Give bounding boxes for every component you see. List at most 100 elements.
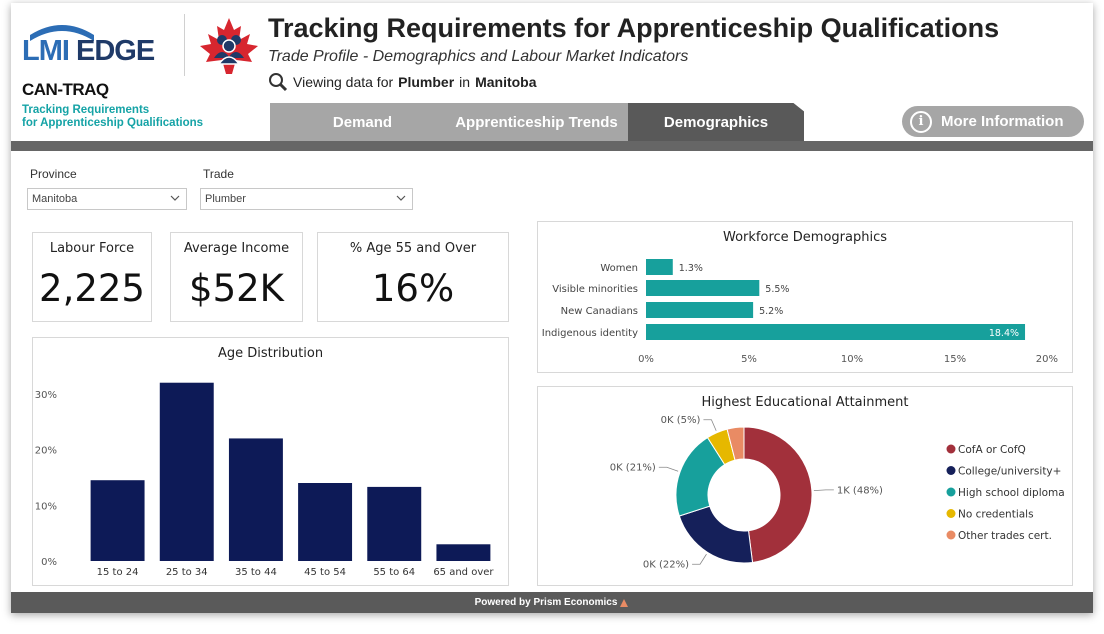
more-information-label: More Information — [941, 113, 1064, 130]
kpi-labour-force: Labour Force 2,225 — [32, 232, 152, 322]
kpi-label: % Age 55 and Over — [349, 241, 477, 256]
cantraq-title: CAN-TRAQ — [22, 80, 109, 99]
bar-25-to-34 — [159, 382, 214, 561]
viewing-context: Viewing data for Plumber in Manitoba — [268, 72, 537, 92]
maple-leaf-people-icon — [198, 16, 260, 76]
education-donut-chart: 1K (48%) 0K (22%) 0K (21%) 0K (5%) CofA or C… — [610, 415, 1065, 571]
age-distribution-card: Age Distribution 0% 10% 20% 30% 15 to 24 25 t… — [32, 337, 509, 586]
x-tick-label: 35 to 44 — [235, 567, 277, 578]
leader-line — [813, 489, 834, 492]
slice-label: 0K (21%) — [610, 463, 656, 474]
header-separator — [11, 141, 1093, 151]
slice-cofa-or-cofq — [743, 426, 813, 564]
province-dropdown[interactable]: Manitoba — [27, 188, 187, 210]
page-subtitle: Trade Profile - Demographics and Labour … — [268, 48, 689, 65]
x-tick-label: 20% — [1036, 354, 1058, 365]
kpi-average-income: Average Income $52K — [170, 232, 303, 322]
bar-65-and-over — [436, 544, 491, 561]
x-tick-label: 65 and over — [433, 567, 494, 578]
footer-bar: Powered by Prism Economics — [11, 592, 1093, 613]
x-tick-label: 15% — [944, 354, 966, 365]
slice-college-university- — [678, 505, 754, 564]
y-tick-label: 30% — [35, 390, 57, 401]
kpi-label: Labour Force — [49, 241, 135, 256]
slice-label: 1K (48%) — [837, 485, 883, 496]
legend-marker — [946, 509, 956, 518]
cantraq-logo: CAN-TRAQ Tracking Requirements for Appre… — [22, 80, 222, 130]
slice-label: 0K (22%) — [643, 560, 689, 571]
tab-demographics[interactable]: Demographics — [628, 103, 804, 141]
leader-line — [658, 466, 679, 472]
tab-apprenticeship-trends[interactable]: Apprenticeship Trends — [445, 103, 628, 141]
age-distribution-chart: 0% 10% 20% 30% 15 to 24 25 to 34 35 to 44 45 to… — [35, 382, 494, 578]
age-chart-title: Age Distribution — [217, 346, 324, 361]
bar-women — [646, 259, 673, 275]
bar-45-to-54 — [298, 483, 353, 561]
workforce-chart-title: Workforce Demographics — [723, 230, 887, 245]
kpi-value: $52K — [189, 267, 284, 310]
x-tick-label: 0% — [638, 354, 654, 365]
category-label: New Canadians — [561, 306, 638, 317]
education-card: Highest Educational Attainment 1K (48%) 0… — [537, 386, 1073, 586]
tab-demand[interactable]: Demand — [270, 103, 455, 141]
kpi-value: 2,225 — [39, 267, 145, 310]
tab-demographics-label: Demographics — [663, 113, 769, 131]
tab-demand-label: Demand — [332, 113, 393, 131]
legend-label: Other trades cert. — [958, 530, 1052, 542]
viewing-in: in — [459, 74, 471, 90]
cantraq-line1: Tracking Requirements — [22, 104, 150, 116]
logo-edge-text: EDGE — [76, 35, 155, 67]
viewing-province: Manitoba — [475, 74, 537, 90]
bar-35-to-44 — [228, 438, 283, 561]
bar-55-to-64 — [367, 486, 422, 561]
bar-15-to-24 — [90, 480, 145, 561]
legend-label: College/university+ — [958, 466, 1061, 478]
slice-other-trades-cert- — [726, 426, 745, 461]
leader-line — [703, 419, 717, 431]
trade-value: Plumber — [205, 193, 246, 205]
workforce-demographics-chart: Women 1.3% Visible minorities 5.5% New Canad… — [542, 259, 1058, 365]
chevron-down-icon — [170, 195, 180, 201]
workforce-demographics-card: Workforce Demographics Women 1.3% Visible … — [537, 221, 1073, 373]
legend-marker — [946, 466, 956, 475]
x-tick-label: 15 to 24 — [97, 567, 139, 578]
education-chart-title: Highest Educational Attainment — [701, 395, 909, 410]
page-title: Tracking Requirements for Apprenticeship… — [268, 13, 1000, 43]
x-tick-label: 45 to 54 — [304, 567, 346, 578]
info-icon: i — [910, 110, 932, 133]
x-tick-label: 55 to 64 — [373, 567, 415, 578]
category-label: Women — [600, 263, 638, 274]
lmi-edge-logo: LMI EDGE — [22, 17, 172, 67]
x-tick-label: 10% — [841, 354, 863, 365]
search-icon — [269, 73, 288, 92]
data-label: 1.3% — [679, 263, 703, 274]
legend-label: No credentials — [958, 509, 1034, 521]
category-label: Visible minorities — [552, 284, 638, 295]
more-information-button[interactable]: i More Information — [902, 106, 1084, 137]
leader-line — [692, 553, 707, 565]
trade-label: Trade — [203, 167, 234, 181]
y-tick-label: 10% — [35, 501, 57, 512]
legend-label: High school diploma — [958, 487, 1065, 499]
bar-new-canadians — [646, 302, 754, 318]
kpi-value: 16% — [371, 267, 455, 310]
legend-marker — [946, 530, 956, 540]
data-label: 5.5% — [765, 284, 789, 295]
data-label: 18.4% — [989, 328, 1019, 339]
cantraq-line2: for Apprenticeship Qualifications — [22, 117, 204, 129]
logo-lmi-text: LMI — [22, 35, 70, 67]
bar-indigenous-identity — [646, 324, 1026, 340]
trade-dropdown[interactable]: Plumber — [200, 188, 413, 210]
legend-label: CofA or CofQ — [958, 444, 1026, 456]
prism-icon — [620, 598, 629, 607]
viewing-trade: Plumber — [398, 74, 455, 90]
logo-divider — [184, 14, 185, 76]
chevron-down-icon — [396, 195, 406, 201]
legend-marker — [946, 444, 956, 454]
bar-visible-minorities — [646, 280, 760, 296]
category-label: Indigenous identity — [542, 328, 638, 339]
x-tick-label: 5% — [741, 354, 757, 365]
data-label: 5.2% — [759, 306, 783, 317]
legend-marker — [946, 487, 956, 497]
viewing-prefix: Viewing data for — [293, 74, 394, 90]
